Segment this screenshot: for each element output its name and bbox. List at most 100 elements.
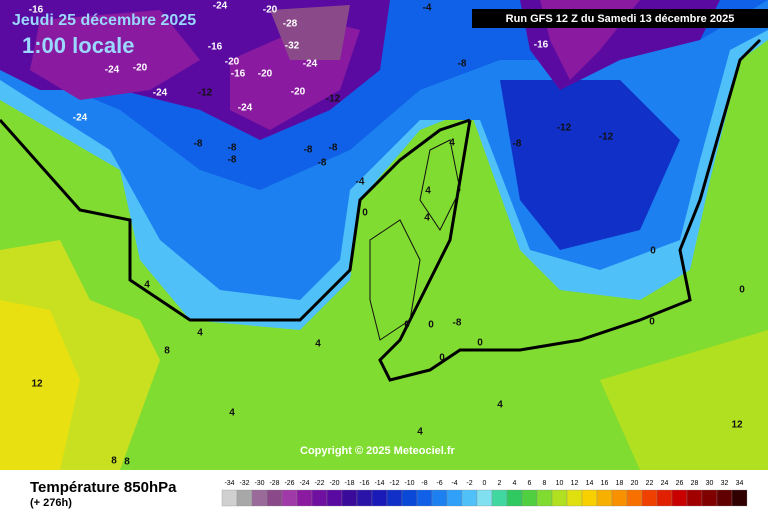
map-label: 4 [425, 186, 431, 197]
legend-label: -30 [254, 480, 264, 487]
legend-label: 22 [646, 480, 654, 487]
footer-lead: (+ 276h) [30, 497, 72, 509]
legend-label: 34 [736, 480, 744, 487]
legend-label: -28 [269, 480, 279, 487]
map-label: 12 [731, 420, 743, 431]
map-label: -8 [458, 59, 467, 70]
legend-swatch [581, 489, 598, 507]
legend-swatch [311, 489, 328, 507]
legend-swatch [671, 489, 688, 507]
legend-label: 14 [586, 480, 594, 487]
map-label: 4 [417, 427, 423, 438]
legend-label: 26 [676, 480, 684, 487]
map-label: -4 [423, 3, 432, 14]
legend-label: 0 [483, 480, 487, 487]
legend-label: -6 [436, 480, 442, 487]
map-label: 0 [428, 320, 434, 331]
legend-swatch [341, 489, 358, 507]
legend-swatch [656, 489, 673, 507]
map-label: -24 [153, 88, 168, 99]
legend-swatch [611, 489, 628, 507]
map-label: -8 [513, 139, 522, 150]
legend-label: 10 [556, 480, 564, 487]
legend-label: 28 [691, 480, 699, 487]
map-label: 0 [477, 338, 483, 349]
map-label: 0 [649, 317, 655, 328]
map-label: -8 [194, 139, 203, 150]
map-label: 0 [404, 320, 410, 331]
legend-label: 30 [706, 480, 714, 487]
legend-label: 8 [543, 480, 547, 487]
map-label: 8 [124, 457, 130, 468]
legend-label: -34 [224, 480, 234, 487]
legend-label: -8 [421, 480, 427, 487]
legend-swatch [371, 489, 388, 507]
map-label: -24 [213, 1, 228, 12]
legend-swatch [431, 489, 448, 507]
map-label: -32 [285, 41, 300, 52]
run-info: Run GFS 12 Z du Samedi 13 décembre 2025 [506, 13, 735, 25]
map-label: 4 [497, 400, 503, 411]
map-label: -8 [228, 143, 237, 154]
map-label: 4 [315, 339, 321, 350]
map-labels: -16-24 -20-24-24-16-12-8-24 -20-28-32-24-2… [29, 1, 745, 468]
legend-label: -10 [404, 480, 414, 487]
legend-swatch [446, 489, 463, 507]
map-label: 4 [144, 280, 150, 291]
legend-swatch [716, 489, 733, 507]
map-label: -8 [329, 143, 338, 154]
map-label: -24 [73, 113, 88, 124]
legend-swatch [596, 489, 613, 507]
map-label: -12 [198, 88, 213, 99]
map-label: -24 [105, 65, 120, 76]
map-label: -8 [318, 158, 327, 169]
map-label: -8 [453, 318, 462, 329]
map-label: -28 [283, 19, 298, 30]
legend-label: 6 [528, 480, 532, 487]
map-background [0, 0, 768, 470]
map-label: -8 [304, 145, 313, 156]
copyright: Copyright © 2025 Meteociel.fr [300, 445, 456, 457]
legend-label: 12 [571, 480, 579, 487]
map-label: -20 [263, 5, 278, 16]
map-label: -24 [303, 59, 318, 70]
legend-label: -32 [239, 480, 249, 487]
zero-isotherm [0, 38, 762, 382]
map-label: 4 [449, 138, 455, 149]
map-label: -20 [225, 57, 240, 68]
legend-label: 20 [631, 480, 639, 487]
legend-swatch [566, 489, 583, 507]
footer-title: Température 850hPa [30, 479, 177, 496]
map-label: 0 [439, 353, 445, 364]
legend-label: 18 [616, 480, 624, 487]
legend-swatch [461, 489, 478, 507]
legend-label: 16 [601, 480, 609, 487]
legend-swatch [491, 489, 508, 507]
legend-swatch [266, 489, 283, 507]
map-label: -16 [208, 42, 223, 53]
legend-swatch [296, 489, 313, 507]
map-label: -16 [231, 69, 246, 80]
legend-label: 24 [661, 480, 669, 487]
legend-swatch [641, 489, 658, 507]
map-label: 8 [164, 346, 170, 357]
map-label: 4 [424, 213, 430, 224]
legend-swatch [701, 489, 718, 507]
map-label: -12 [326, 94, 341, 105]
map-label: -20 [133, 63, 148, 74]
map-label: -16 [29, 5, 44, 16]
legend-label: -26 [284, 480, 294, 487]
legend: -34 -32 -30 -28 -26 -24 -22 -20 -18 -16 -14 -12 -10-… [221, 480, 748, 507]
legend-label: -24 [299, 480, 309, 487]
map-label: 4 [229, 408, 235, 419]
map-label: -12 [557, 123, 572, 134]
map-label: 8 [111, 456, 117, 467]
map-time: 1:00 locale [22, 33, 135, 58]
run-box [472, 9, 768, 28]
legend-swatch [536, 489, 553, 507]
legend-swatch [326, 489, 343, 507]
legend-swatch [356, 489, 373, 507]
legend-swatch [551, 489, 568, 507]
map-label: 0 [739, 285, 745, 296]
